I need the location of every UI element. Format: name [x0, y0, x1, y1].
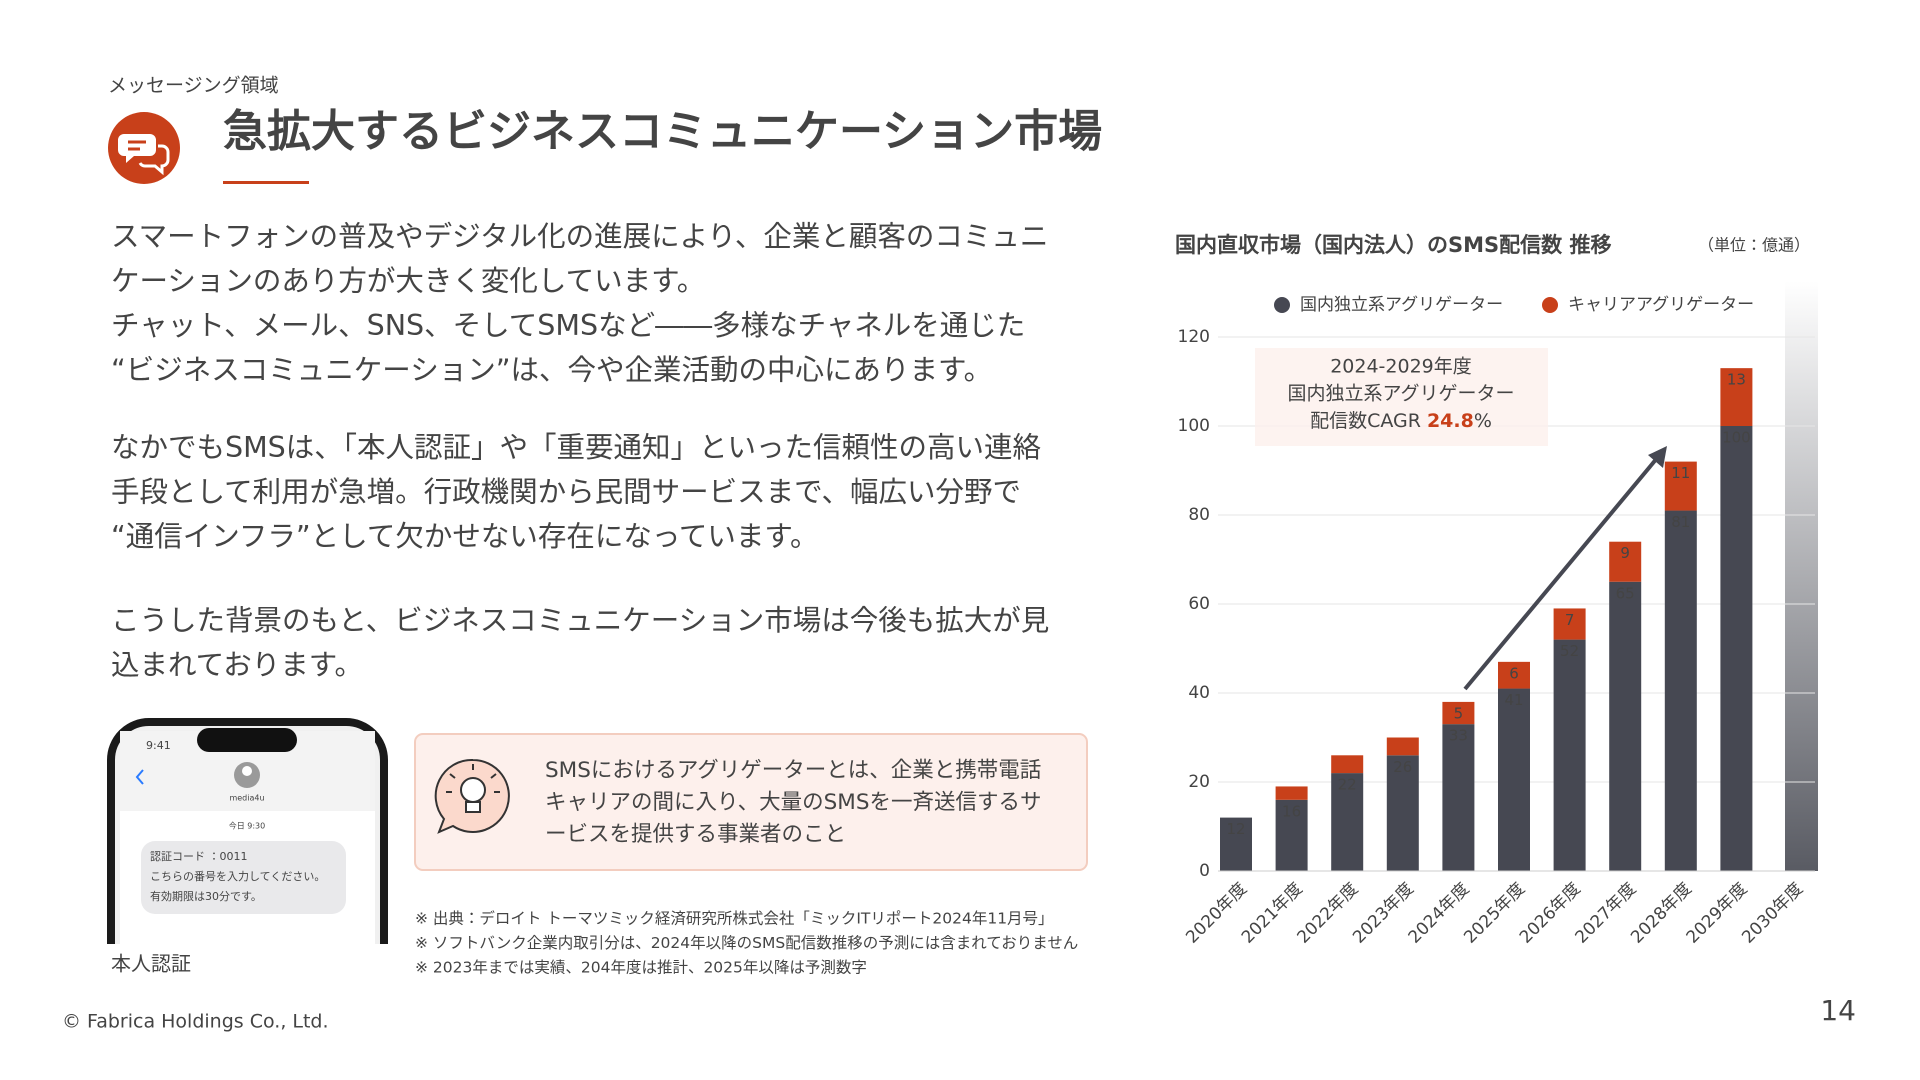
fade-bar — [1785, 281, 1818, 871]
annotation-text: 2024-2029年度 — [1330, 356, 1472, 378]
body-text: 込まれております。 — [111, 649, 363, 682]
y-tick-label: 100 — [1178, 416, 1210, 436]
bar-segment — [1609, 581, 1642, 871]
info-box — [414, 733, 1088, 871]
info-text: キャリアの間に入り、大量のSMSを一斉送信するサ — [545, 790, 1042, 815]
x-tick-label: 2030年度 — [1738, 879, 1807, 948]
value-label: 5 — [1454, 704, 1464, 722]
bar-segment — [1720, 426, 1753, 871]
bar-segment — [1331, 755, 1364, 774]
legend-label: キャリアアグリゲーター — [1568, 295, 1754, 315]
section-label: メッセージング領域 — [108, 75, 279, 97]
phone-timestamp: 今日 9:30 — [229, 821, 266, 831]
value-label: 65 — [1616, 584, 1635, 602]
value-label: 7 — [1565, 611, 1575, 629]
chart-title: 国内直収市場（国内法人）のSMS配信数 推移 — [1175, 233, 1611, 257]
message-line: 有効期限は30分です。 — [150, 889, 262, 903]
footnote: ※ ソフトバンク企業内取引分は、2024年以降のSMS配信数推移の予測には含まれ… — [415, 934, 1078, 952]
body-text: こうした背景のもと、ビジネスコミュニケーション市場は今後も拡大が見 — [111, 604, 1049, 637]
page-number: 14 — [1820, 994, 1856, 1027]
annotation-cagr-label: 配信数CAGR — [1310, 410, 1421, 432]
value-label: 26 — [1393, 758, 1412, 776]
value-label: 12 — [1226, 820, 1245, 838]
y-tick-label: 40 — [1188, 683, 1210, 703]
annotation-cagr: 配信数CAGR 24.8% — [1310, 410, 1492, 432]
value-label: 22 — [1338, 776, 1357, 794]
value-label: 13 — [1727, 371, 1746, 389]
bar-segment — [1553, 608, 1586, 640]
bar-segment — [1664, 461, 1697, 511]
value-label: 52 — [1560, 642, 1579, 660]
slide-title: 急拡大するビジネスコミュニケーション市場 — [223, 106, 1102, 157]
y-tick-label: 120 — [1178, 327, 1210, 347]
body-text: 手段として利用が急増。行政機関から民間サービスまで、幅広い分野で — [111, 476, 1021, 509]
value-label: 16 — [1282, 802, 1301, 820]
legend-marker — [1274, 297, 1290, 313]
body-text: ケーションのあり方が大きく変化しています。 — [111, 265, 705, 298]
bar-segment — [1442, 724, 1475, 871]
phone-sender: media4u — [229, 794, 264, 803]
footnote: ※ 出典：デロイト トーマツミック経済研究所株式会社「ミックITリポート2024… — [415, 909, 1054, 928]
body-text: “通信インフラ”として欠かせない存在になっています。 — [111, 520, 819, 553]
trend-arrow — [1463, 446, 1667, 691]
title-underline — [223, 181, 309, 184]
phone-caption: 本人認証 — [111, 952, 191, 976]
body-text: “ビジネスコミュニケーション”は、今や企業活動の中心にあります。 — [111, 354, 992, 387]
bar-segment — [1275, 786, 1308, 800]
body-text: スマートフォンの普及やデジタル化の進展により、企業と顧客のコミュニ — [111, 220, 1048, 253]
annotation-box — [1255, 348, 1548, 446]
bar-segment — [1386, 755, 1419, 871]
copyright: © Fabrica Holdings Co., Ltd. — [62, 1011, 329, 1033]
y-tick-label: 80 — [1188, 505, 1210, 525]
info-text: SMSにおけるアグリゲーターとは、企業と携帯電話 — [545, 758, 1041, 783]
annotation-cagr-unit: % — [1474, 410, 1492, 432]
bar-segment — [1720, 368, 1753, 426]
value-label: 9 — [1620, 544, 1630, 562]
bar-segment — [1664, 510, 1697, 871]
bar-segment — [1553, 639, 1586, 871]
value-label: 33 — [1449, 727, 1468, 745]
bar-segment — [1609, 541, 1642, 582]
value-label: 81 — [1671, 513, 1690, 531]
y-tick-label: 20 — [1188, 772, 1210, 792]
message-line: こちらの番号を入力してください。 — [150, 870, 325, 883]
value-label: 41 — [1504, 691, 1523, 709]
info-text: ービスを提供する事業者のこと — [545, 822, 846, 847]
bulb-icon — [434, 758, 510, 834]
value-label: 100 — [1722, 429, 1751, 447]
phone-mockup — [107, 718, 388, 948]
chart-unit: （単位：億通） — [1698, 236, 1810, 255]
y-tick-label: 0 — [1199, 861, 1210, 881]
bar-segment — [1220, 817, 1252, 871]
y-tick-label: 60 — [1188, 594, 1210, 614]
bar-segment — [1331, 773, 1364, 871]
footnote: ※ 2023年までは実績、204年度は推計、2025年以降は予測数字 — [415, 959, 867, 977]
legend-marker — [1542, 297, 1558, 313]
body-text: なかでもSMSは、「本人認証」や「重要通知」といった信頼性の高い連絡 — [111, 431, 1041, 464]
bar-segment — [1442, 701, 1475, 725]
bar-segment — [1498, 661, 1530, 689]
message-line: 認証コード ：0011 — [150, 850, 248, 863]
bar-segment — [1275, 799, 1308, 871]
annotation-cagr-value: 24.8 — [1427, 410, 1474, 432]
value-label: 6 — [1509, 664, 1519, 682]
value-label: 11 — [1671, 464, 1690, 482]
bar-segment — [1386, 737, 1419, 756]
bar-segment — [1498, 688, 1530, 871]
header-icon — [108, 112, 180, 184]
body-text: チャット、メール、SNS、そしてSMSなど――多様なチャネルを通じた — [111, 309, 1025, 342]
legend-label: 国内独立系アグリゲーター — [1300, 295, 1503, 315]
phone-time: 9:41 — [146, 739, 171, 752]
annotation-text: 国内独立系アグリゲーター — [1287, 383, 1514, 405]
